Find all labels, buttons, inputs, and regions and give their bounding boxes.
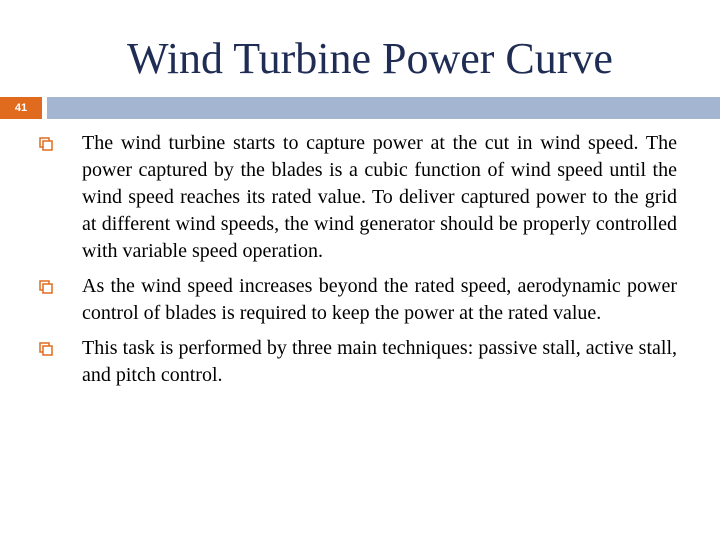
list-item: As the wind speed increases beyond the r… [36, 273, 677, 327]
bullet-text: The wind turbine starts to capture power… [82, 132, 677, 262]
slide-number: 41 [14, 102, 28, 114]
slide-number-badge: 41 [0, 97, 42, 119]
square-bullet-icon [39, 280, 53, 294]
header-bar [47, 97, 720, 119]
slide-title: Wind Turbine Power Curve [127, 34, 613, 83]
list-item: The wind turbine starts to capture power… [36, 130, 677, 265]
bullet-text: As the wind speed increases beyond the r… [82, 275, 677, 324]
list-item: This task is performed by three main tec… [36, 335, 677, 389]
square-bullet-icon [39, 137, 53, 151]
bullet-list: The wind turbine starts to capture power… [36, 130, 677, 397]
bullet-text: This task is performed by three main tec… [82, 337, 677, 386]
square-bullet-icon [39, 342, 53, 356]
